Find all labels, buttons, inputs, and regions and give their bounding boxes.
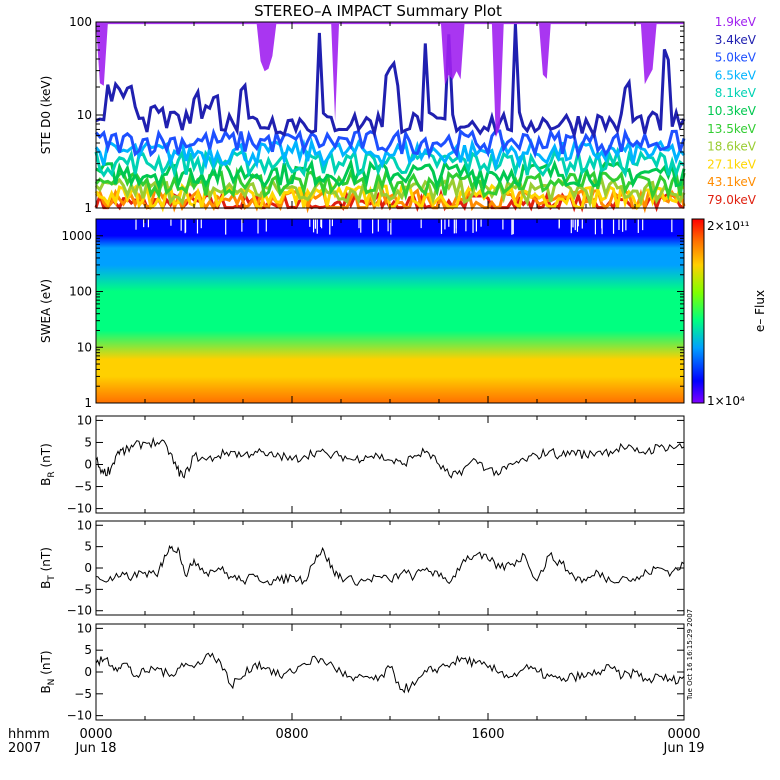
br-ytick-label: 10 bbox=[77, 413, 92, 427]
ste-legend-item: 79.0keV bbox=[707, 193, 757, 207]
ste-legend-item: 27.1keV bbox=[707, 157, 757, 171]
bt-frame bbox=[95, 520, 685, 616]
colorbar-min-label: 1×10⁴ bbox=[707, 394, 745, 408]
bt-ytick-label: −5 bbox=[74, 582, 92, 596]
bt-ytick-label: 5 bbox=[84, 540, 92, 554]
bn-frame bbox=[95, 623, 685, 721]
ste-legend-item: 1.9keV bbox=[715, 15, 757, 29]
ste-legend-item: 8.1keV bbox=[715, 86, 757, 100]
ste-series-6.5keV bbox=[94, 136, 686, 171]
br-frame bbox=[95, 415, 685, 514]
bt-ytick-label: 10 bbox=[77, 518, 92, 532]
ste-legend-item: 43.1keV bbox=[707, 175, 757, 189]
bn-ytick-label: 0 bbox=[84, 665, 92, 679]
bn-ytick-label: −5 bbox=[74, 687, 92, 701]
ste-legend-item: 13.5keV bbox=[707, 122, 757, 136]
bt-trace bbox=[95, 544, 685, 586]
ste-ytick-label: 1 bbox=[84, 201, 92, 215]
swea-spectrogram bbox=[96, 219, 684, 403]
bt-ytick-label: 0 bbox=[84, 561, 92, 575]
br-trace bbox=[95, 436, 685, 479]
colorbar-label: e– Flux bbox=[753, 290, 767, 332]
bn-trace bbox=[95, 652, 685, 694]
date-tick-label: Jun 19 bbox=[663, 741, 705, 756]
time-tick-label: 1600 bbox=[471, 727, 504, 742]
time-row1-label: hhmm bbox=[8, 727, 50, 742]
bt-ylabel: BT (nT) bbox=[39, 547, 57, 589]
bn-ytick-label: 5 bbox=[84, 643, 92, 657]
ste-legend-item: 10.3keV bbox=[707, 104, 757, 118]
swea-ytick-label: 10 bbox=[77, 340, 92, 354]
bt-ytick-label: −10 bbox=[67, 604, 92, 618]
swea-ytick-label: 1 bbox=[84, 396, 92, 410]
bn-ytick-label: 10 bbox=[77, 621, 92, 635]
br-ytick-label: 0 bbox=[84, 458, 92, 472]
swea-ylabel: SWEA (eV) bbox=[39, 279, 53, 343]
bn-ytick-label: −10 bbox=[67, 709, 92, 723]
ste-legend-item: 6.5keV bbox=[715, 68, 757, 82]
plot-title: STEREO–A IMPACT Summary Plot bbox=[254, 2, 502, 20]
bn-ylabel: BN (nT) bbox=[39, 650, 57, 693]
swea-ytick-label: 100 bbox=[69, 285, 92, 299]
ste-ytick-label: 10 bbox=[77, 108, 92, 122]
swea-ytick-label: 1000 bbox=[61, 229, 92, 243]
br-ytick-label: −10 bbox=[67, 502, 92, 516]
ste-ytick-label: 100 bbox=[69, 15, 92, 29]
time-tick-label: 0000 bbox=[79, 727, 112, 742]
ste-legend-item: 18.6keV bbox=[707, 140, 757, 154]
date-tick-label: Jun 18 bbox=[75, 741, 117, 756]
br-ytick-label: −5 bbox=[74, 480, 92, 494]
ste-legend-item: 3.4keV bbox=[715, 33, 757, 47]
colorbar-max-label: 2×10¹¹ bbox=[707, 219, 750, 233]
ste-series-3.4keV bbox=[95, 24, 686, 141]
br-ylabel: BR (nT) bbox=[39, 443, 57, 486]
timestamp-stamp: Tue Oct 16 16:15:29 2007 bbox=[686, 609, 694, 701]
colorbar bbox=[691, 218, 705, 404]
ste-ylabel: STE D0 (keV) bbox=[39, 76, 53, 155]
br-ytick-label: 5 bbox=[84, 435, 92, 449]
time-row2-label: 2007 bbox=[8, 741, 41, 756]
ste-series-5.0keV bbox=[94, 127, 686, 160]
time-tick-label: 0800 bbox=[275, 727, 308, 742]
ste-series-43.1keV bbox=[95, 185, 686, 214]
time-tick-label: 0000 bbox=[667, 727, 700, 742]
ste-legend-item: 5.0keV bbox=[715, 51, 757, 65]
